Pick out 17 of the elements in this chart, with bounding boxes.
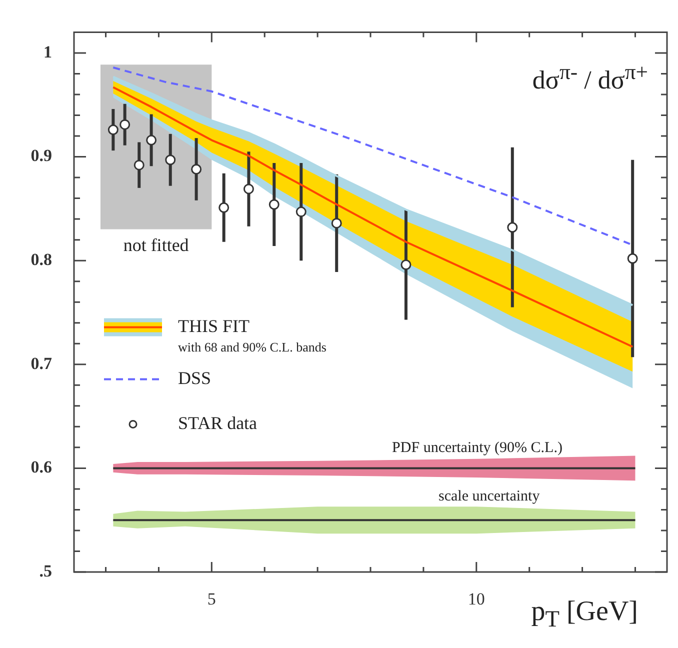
y-tick-label: 0.8 — [30, 250, 52, 269]
y-tick-label: 0.6 — [30, 458, 52, 477]
x-tick-label: 10 — [468, 590, 485, 609]
annotation: scale uncertainty — [438, 488, 540, 504]
y-tick-label: .5 — [39, 561, 52, 580]
annotation: with 68 and 90% C.L. bands — [178, 340, 326, 355]
x-axis-title: p$_{T}$ [GeV] — [531, 596, 638, 634]
x-tick-label: 5 — [207, 590, 216, 609]
y-tick-label: 0.7 — [30, 354, 52, 373]
legend-label: THIS FIT — [178, 316, 250, 336]
annotation: PDF uncertainty (90% C.L.) — [392, 440, 562, 456]
text: dσ$^{π-}$ / dσ$^{π+}$ — [532, 60, 648, 96]
band-label: not fitted — [123, 234, 189, 255]
y-tick-label: 0.9 — [30, 146, 52, 166]
legend-label: STAR data — [178, 412, 258, 433]
legend-label: DSS — [178, 368, 212, 388]
y-tick-label: 1 — [44, 42, 52, 62]
